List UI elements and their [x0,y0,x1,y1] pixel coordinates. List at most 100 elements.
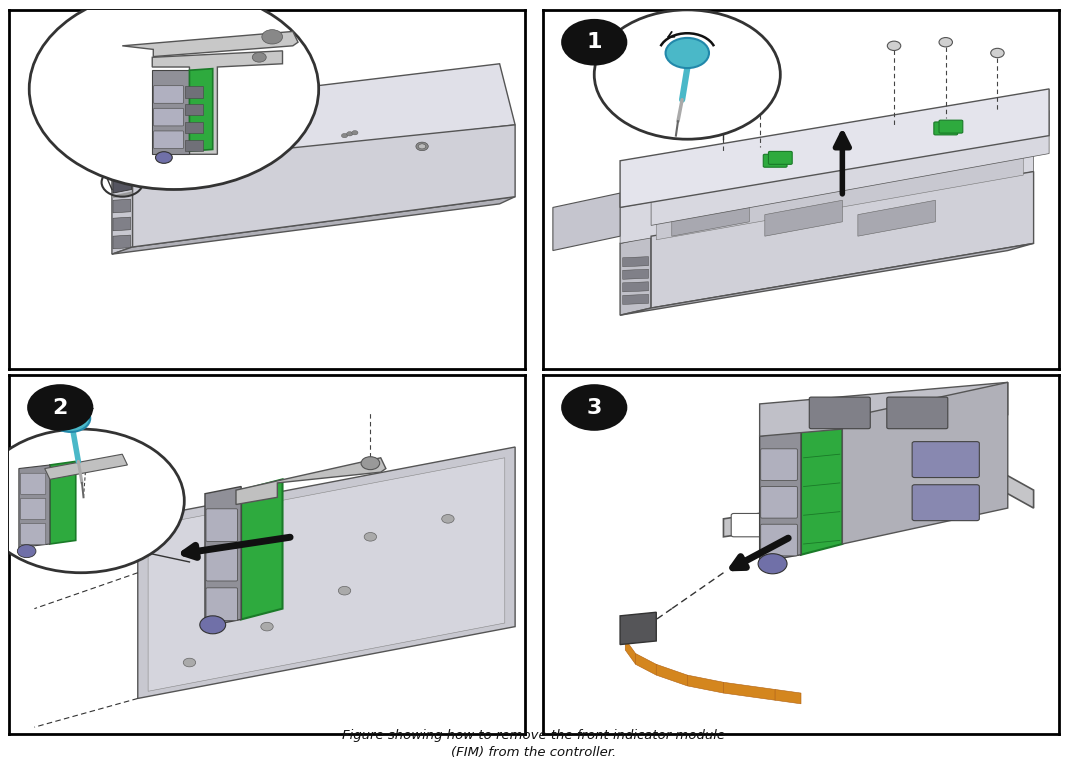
Polygon shape [138,447,515,699]
Circle shape [17,545,36,558]
Polygon shape [775,689,801,704]
Polygon shape [723,683,775,700]
Polygon shape [189,68,213,151]
Polygon shape [843,382,1008,544]
Polygon shape [113,171,131,193]
Text: 2: 2 [52,397,68,418]
Polygon shape [672,200,750,236]
Text: 1: 1 [586,32,602,53]
Polygon shape [112,196,515,254]
Circle shape [51,405,90,432]
Polygon shape [112,64,515,171]
Text: 3: 3 [586,397,602,418]
Circle shape [939,37,953,47]
FancyBboxPatch shape [769,151,792,164]
FancyBboxPatch shape [206,509,237,542]
Polygon shape [19,465,50,548]
Circle shape [758,554,787,574]
Circle shape [261,622,273,631]
Circle shape [361,457,380,470]
Polygon shape [45,454,127,479]
Circle shape [717,66,731,75]
Polygon shape [651,110,1049,225]
Polygon shape [153,70,189,154]
FancyBboxPatch shape [20,473,46,495]
FancyBboxPatch shape [886,397,947,428]
Circle shape [244,151,250,156]
FancyBboxPatch shape [185,87,203,97]
Polygon shape [113,199,130,213]
Polygon shape [801,419,843,555]
FancyBboxPatch shape [760,449,798,480]
Polygon shape [122,31,298,56]
Polygon shape [553,193,621,250]
Circle shape [665,38,709,68]
Polygon shape [765,200,843,236]
Polygon shape [651,171,1034,308]
FancyBboxPatch shape [760,486,798,518]
FancyBboxPatch shape [206,587,237,620]
FancyBboxPatch shape [20,524,46,545]
FancyBboxPatch shape [185,104,203,116]
FancyBboxPatch shape [912,441,979,478]
FancyBboxPatch shape [154,86,184,103]
Polygon shape [132,125,515,247]
Circle shape [235,568,248,577]
FancyBboxPatch shape [154,108,184,126]
Circle shape [184,658,195,667]
Polygon shape [635,654,656,675]
Circle shape [562,385,626,430]
FancyBboxPatch shape [933,122,958,135]
Circle shape [419,144,426,149]
Circle shape [342,133,348,138]
Polygon shape [623,269,648,279]
FancyBboxPatch shape [760,524,798,556]
Circle shape [251,157,263,165]
Circle shape [753,59,767,68]
Polygon shape [621,135,1034,244]
Polygon shape [621,613,656,645]
Polygon shape [621,89,1049,208]
Polygon shape [759,382,1008,436]
Polygon shape [236,458,386,505]
FancyBboxPatch shape [810,397,870,428]
FancyBboxPatch shape [206,549,237,581]
Circle shape [562,20,626,65]
FancyBboxPatch shape [20,498,46,520]
Circle shape [29,0,318,189]
Text: Figure showing how to remove the front indicator module
(FIM) from the controlle: Figure showing how to remove the front i… [343,730,725,759]
Circle shape [156,151,172,164]
FancyBboxPatch shape [912,485,979,521]
Circle shape [351,131,358,135]
FancyBboxPatch shape [154,131,184,148]
Polygon shape [113,217,130,231]
Polygon shape [625,639,635,664]
Polygon shape [656,664,688,686]
FancyBboxPatch shape [764,154,787,167]
Polygon shape [148,458,505,691]
Circle shape [253,158,261,164]
FancyBboxPatch shape [939,120,962,133]
Circle shape [364,533,377,541]
Circle shape [28,385,92,430]
FancyBboxPatch shape [185,140,203,151]
Polygon shape [153,51,283,154]
Polygon shape [621,236,651,315]
Polygon shape [723,476,1034,537]
Polygon shape [623,295,648,304]
Circle shape [442,514,454,523]
Circle shape [200,616,225,634]
Polygon shape [205,486,241,626]
Polygon shape [656,143,1023,240]
Circle shape [991,49,1004,58]
Circle shape [594,10,781,139]
Circle shape [0,429,185,573]
Circle shape [339,587,350,595]
Polygon shape [623,282,648,292]
Polygon shape [113,235,130,249]
Polygon shape [688,675,723,693]
Polygon shape [623,256,648,266]
Polygon shape [241,479,283,619]
Polygon shape [50,461,76,544]
Polygon shape [621,244,1034,315]
